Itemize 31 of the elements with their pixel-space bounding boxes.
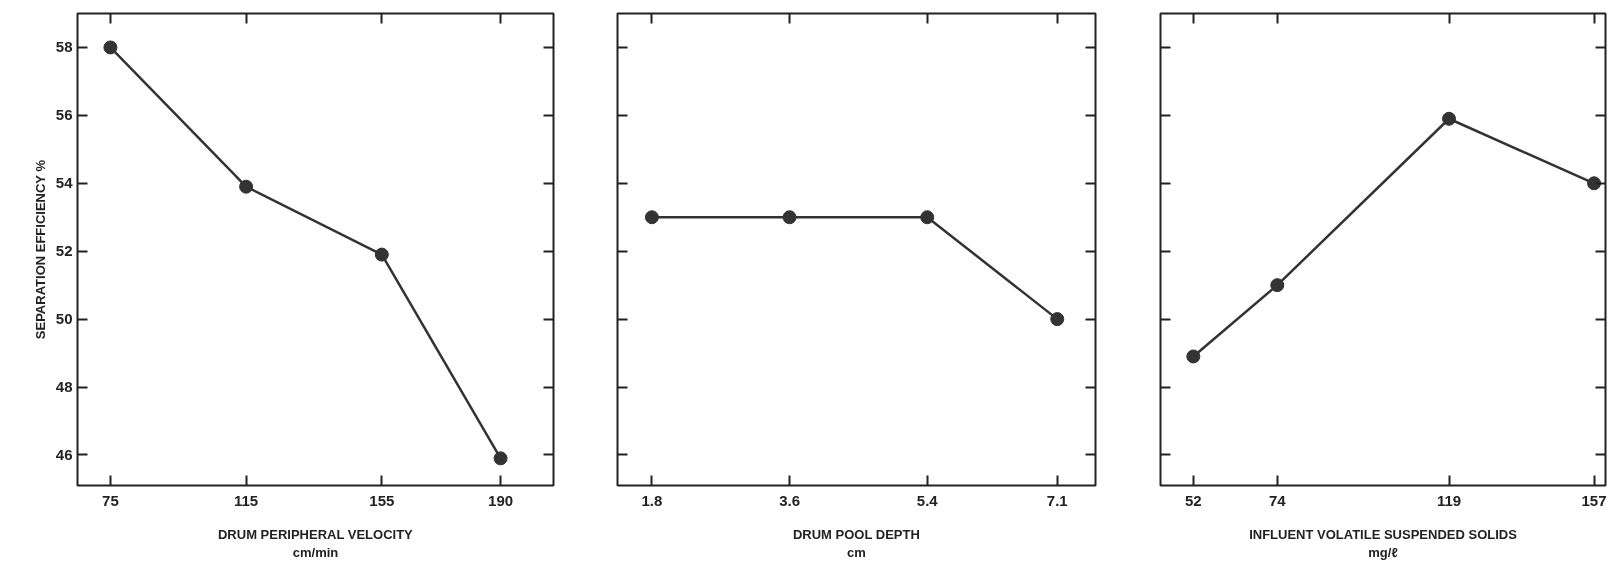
x-axis-title: INFLUENT VOLATILE SUSPENDED SOLIDS mg/ℓ — [1249, 526, 1518, 560]
y-tick-label: 48 — [55, 378, 73, 396]
y-tick-label: 56 — [55, 106, 73, 124]
y-tick-label: 58 — [55, 38, 73, 56]
x-tick-label: 52 — [1184, 491, 1202, 509]
x-tick-label: 74 — [1268, 491, 1287, 509]
y-tick-label: 50 — [55, 310, 73, 328]
x-tick-label: 3.6 — [779, 491, 801, 509]
x-tick-label: 7.1 — [1046, 491, 1068, 509]
x-tick-label: 1.8 — [641, 491, 663, 509]
point — [1186, 349, 1201, 364]
x-tick-label: 157 — [1581, 491, 1607, 509]
x-tick-label: 5.4 — [916, 491, 939, 509]
x-axis-title: DRUM PERIPHERAL VELOCITY cm/min — [217, 526, 414, 560]
point — [1442, 111, 1457, 126]
y-axis-title: SEPARATION EFFICIENCY % — [32, 159, 48, 340]
x-axis-title: DRUM POOL DEPTH cm — [792, 526, 920, 560]
point — [239, 179, 254, 194]
point — [103, 40, 118, 55]
point — [493, 451, 508, 466]
point — [374, 247, 389, 262]
y-tick-label: 46 — [55, 445, 73, 463]
x-tick-label: 155 — [369, 491, 395, 509]
x-tick-label: 75 — [102, 491, 119, 509]
x-tick-label: 190 — [488, 491, 514, 509]
point — [1270, 278, 1285, 293]
y-tick-label: 52 — [55, 242, 73, 260]
y-tick-label: 54 — [55, 174, 74, 192]
point — [1587, 176, 1602, 191]
x-tick-label: 115 — [234, 491, 259, 509]
x-tick-label: 119 — [1436, 491, 1462, 509]
